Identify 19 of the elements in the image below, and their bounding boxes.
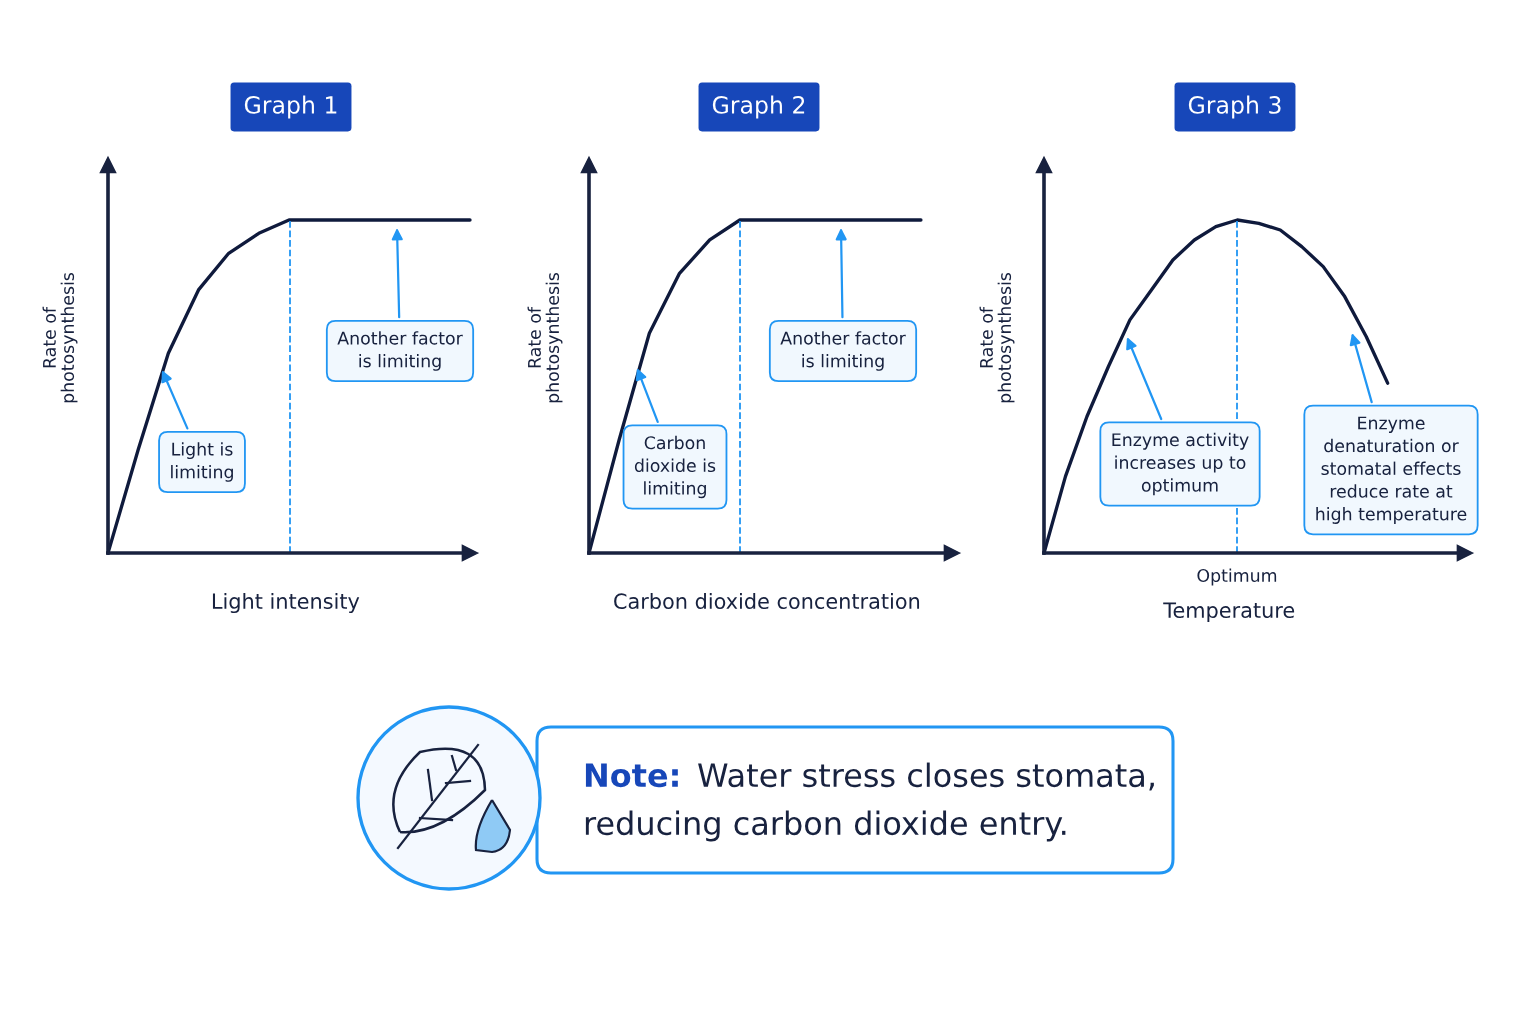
annotation: Light is limiting <box>171 442 233 482</box>
chart-title: Graph 3 <box>1188 95 1281 119</box>
chart-title: Graph 2 <box>712 95 805 119</box>
y-axis-title: Rate of photosynthesis <box>42 272 78 403</box>
text: Note: <box>585 763 678 788</box>
x-axis-title: Carbon dioxide concentration <box>614 592 920 610</box>
x-axis-title: Temperature <box>1163 602 1295 623</box>
text: reducing carbon dioxide entry. <box>585 810 1066 842</box>
annotation: Another factor is limiting <box>780 331 906 371</box>
annotation: Enzyme denaturation or stomatal effects reduce rate at high temperature <box>1316 416 1467 524</box>
y-axis-title: Rate of photosynthesis <box>527 272 563 403</box>
annotation: Enzyme activity increases up to optimum <box>1112 432 1249 496</box>
y-axis-title: Rate of photosynthesis <box>979 272 1015 403</box>
annotation: Another factor is limiting <box>337 331 463 371</box>
annotation: Carbon dioxide is limiting <box>634 435 716 499</box>
text: Water stress closes stomata, <box>698 762 1154 791</box>
chart-title: Graph 1 <box>244 95 337 119</box>
text: Optimum <box>1197 568 1277 586</box>
x-axis-title: Light intensity <box>212 592 360 614</box>
